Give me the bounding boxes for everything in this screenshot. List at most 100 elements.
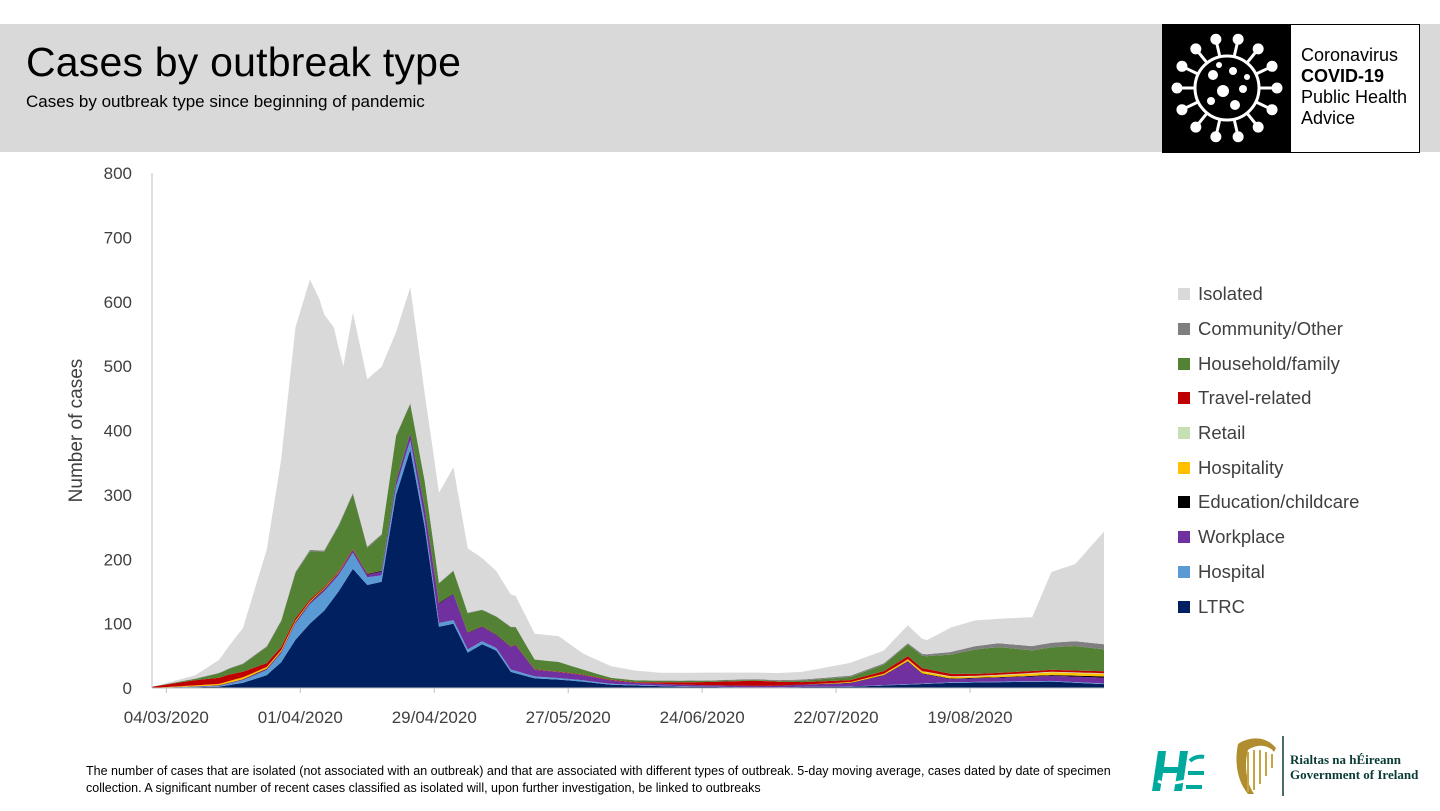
virus-spike-tip — [1266, 104, 1278, 116]
footnote: The number of cases that are isolated (n… — [86, 764, 1111, 795]
legend-item-retail: Retail — [1178, 416, 1418, 451]
y-tick-label: 800 — [104, 164, 132, 183]
y-tick-label: 100 — [104, 615, 132, 634]
legend-swatch — [1178, 531, 1190, 544]
virus-dot — [1244, 74, 1250, 80]
legend-label: Isolated — [1198, 283, 1263, 305]
legend-swatch — [1178, 496, 1190, 509]
x-tick-label: 29/04/2020 — [392, 708, 477, 727]
legend-swatch — [1178, 461, 1190, 474]
gov-line-2: Government of Ireland — [1290, 767, 1419, 782]
virus-spike-tip — [1176, 104, 1188, 116]
legend-item-travel-related: Travel-related — [1178, 381, 1418, 416]
legend-label: Household/family — [1198, 352, 1340, 374]
hse-logo-icon — [1152, 751, 1207, 791]
legend-item-community-other: Community/Other — [1178, 312, 1418, 347]
legend-label: LTRC — [1198, 595, 1245, 617]
y-tick-label: 400 — [104, 422, 132, 441]
legend-label: Travel-related — [1198, 387, 1312, 409]
covid-advice-text: Coronavirus COVID-19 Public Health Advic… — [1301, 45, 1407, 129]
virus-spike-tip — [1171, 82, 1183, 94]
legend-item-household-family: Household/family — [1178, 346, 1418, 381]
legend-label: Education/childcare — [1198, 491, 1360, 513]
area-series-isolated — [152, 279, 1104, 687]
virus-spike-tip — [1271, 82, 1283, 94]
header-banner: Cases by outbreak type Cases by outbreak… — [0, 24, 1440, 153]
x-tick-label: 19/08/2020 — [928, 708, 1013, 727]
virus-icon-graphic — [1171, 33, 1283, 143]
virus-spike — [1215, 118, 1222, 134]
virus-spike — [1232, 118, 1239, 134]
virus-icon — [1163, 25, 1291, 152]
virus-spike-tip — [1232, 131, 1244, 143]
badge-line-4: Advice — [1301, 108, 1356, 128]
virus-spike-tip — [1232, 33, 1244, 45]
virus-spike — [1184, 66, 1199, 76]
badge-line-1: Coronavirus — [1301, 45, 1399, 65]
x-tick-label: 22/07/2020 — [794, 708, 879, 727]
chart-legend: Isolated Community/Other Household/family T… — [1178, 277, 1418, 624]
virus-spike-tip — [1252, 121, 1264, 133]
legend-swatch — [1178, 427, 1190, 440]
virus-spike — [1255, 100, 1270, 110]
legend-label: Workplace — [1198, 526, 1286, 548]
virus-dot — [1230, 100, 1240, 110]
area-series-household-family — [152, 404, 1104, 687]
legend-swatch — [1178, 565, 1190, 578]
area-series-ltrc — [152, 449, 1104, 688]
covid-advice-badge: Coronavirus COVID-19 Public Health Advic… — [1162, 24, 1420, 153]
government-logo-text: Rialtas na hÉireann Government of Irelan… — [1290, 752, 1418, 782]
legend-item-education-childcare: Education/childcare — [1178, 485, 1418, 520]
y-tick-label: 300 — [104, 486, 132, 505]
virus-spike — [1232, 42, 1239, 58]
virus-spike-tip — [1176, 60, 1188, 72]
virus-spike — [1245, 51, 1257, 64]
virus-dot — [1207, 97, 1215, 105]
y-tick-label: 700 — [104, 228, 132, 247]
y-tick-label: 0 — [123, 679, 132, 698]
legend-swatch — [1178, 323, 1190, 336]
virus-dot — [1208, 70, 1218, 80]
legend-label: Hospital — [1198, 560, 1265, 582]
virus-spike — [1245, 112, 1257, 125]
stacked-area-chart: 0 100 200 300 400 500 600 700 800 04/03/2020 01/04… — [66, 164, 1104, 727]
legend-item-ltrc: LTRC — [1178, 589, 1418, 624]
virus-spike-tip — [1266, 60, 1278, 72]
virus-dot — [1217, 85, 1229, 97]
virus-spike — [1184, 100, 1199, 110]
virus-spike — [1255, 66, 1270, 76]
legend-label: Hospitality — [1198, 456, 1284, 478]
virus-spike-tip — [1210, 33, 1222, 45]
legend-swatch — [1178, 288, 1190, 301]
legend-item-hospital: Hospital — [1178, 555, 1418, 590]
legend-item-hospitality: Hospitality — [1178, 450, 1418, 485]
page-title: Cases by outbreak type — [26, 39, 462, 85]
x-tick-label: 24/06/2020 — [660, 708, 745, 727]
legend-item-isolated: Isolated — [1178, 277, 1418, 312]
virus-dot — [1216, 62, 1222, 68]
page-subtitle: Cases by outbreak type since beginning o… — [26, 92, 425, 111]
virus-spike — [1197, 51, 1209, 64]
harp-emblem-icon — [1236, 736, 1284, 796]
virus-spike-tip — [1190, 121, 1202, 133]
x-tick-label: 04/03/2020 — [124, 708, 209, 727]
virus-spike-tip — [1210, 131, 1222, 143]
gov-line-1: Rialtas na hÉireann — [1290, 752, 1402, 767]
legend-swatch — [1178, 357, 1190, 370]
y-tick-label: 600 — [104, 293, 132, 312]
badge-line-2: COVID-19 — [1301, 66, 1385, 86]
virus-dot — [1229, 67, 1237, 75]
virus-spike-tip — [1252, 43, 1264, 55]
x-tick-label: 01/04/2020 — [258, 708, 343, 727]
virus-spike-tip — [1190, 43, 1202, 55]
y-tick-label: 200 — [104, 550, 132, 569]
badge-line-3: Public Health — [1301, 87, 1408, 107]
legend-label: Community/Other — [1198, 318, 1343, 340]
virus-spike — [1215, 42, 1222, 58]
legend-swatch — [1178, 392, 1190, 405]
virus-dot — [1239, 85, 1247, 93]
legend-item-workplace: Workplace — [1178, 520, 1418, 555]
legend-swatch — [1178, 600, 1190, 613]
virus-spike — [1197, 112, 1209, 125]
y-tick-label: 500 — [104, 357, 132, 376]
